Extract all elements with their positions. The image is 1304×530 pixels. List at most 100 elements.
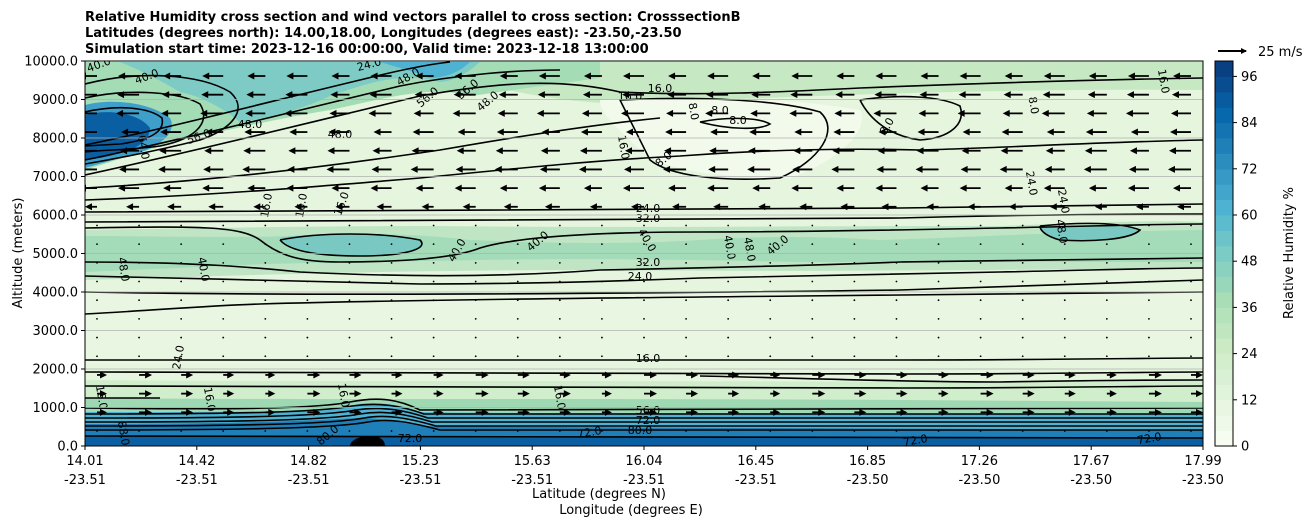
wind-vector-head	[604, 408, 612, 416]
wind-vector-head	[666, 109, 674, 117]
y-tick-label: 0.0	[57, 440, 78, 455]
wind-vector-dot	[643, 299, 645, 302]
wind-vector-dot	[264, 261, 267, 264]
wind-vector-dot	[1148, 336, 1150, 339]
wind-vector-head	[622, 91, 629, 99]
wind-vector-dot	[96, 336, 98, 339]
wind-vector-head	[748, 147, 756, 155]
wind-vector-dot	[811, 261, 814, 264]
wind-vector-head	[794, 128, 802, 136]
wind-vector-dot	[558, 299, 561, 302]
wind-vector-dot	[306, 430, 309, 432]
wind-vector-dot	[601, 243, 603, 246]
wind-vector-dot	[895, 355, 898, 358]
colorbar: 0 12 24 36 48 60 72 84 96 Relative Humidity %	[1214, 60, 1297, 455]
wind-vector-head	[732, 390, 740, 398]
wind-vector-dot	[474, 430, 477, 432]
wind-vector-head	[626, 128, 633, 136]
wind-vector-head	[126, 203, 134, 211]
wind-vector-head	[859, 390, 867, 398]
wind-vector-dot	[180, 430, 183, 432]
wind-vector-dot	[558, 336, 561, 339]
x-tick-label-lat: 15.23	[402, 454, 439, 469]
wind-vector-head	[538, 72, 546, 80]
wind-vector-head	[834, 109, 842, 117]
wind-vector-head	[563, 390, 571, 398]
wind-vector-head	[227, 408, 235, 416]
wind-vector-head	[1126, 91, 1134, 99]
wind-vector-head	[941, 408, 949, 416]
wind-vector-head	[672, 203, 680, 211]
wind-vector-dot	[348, 299, 351, 302]
wind-vector-head	[1000, 147, 1008, 155]
wind-vector-dot	[979, 280, 982, 283]
wind-vector-head	[709, 147, 717, 155]
wind-vector-dot	[685, 355, 687, 358]
wind-vector-head	[1196, 390, 1203, 398]
contour-line	[85, 419, 1203, 431]
contour-label: 80.0	[628, 424, 653, 437]
wind-vector-dot	[1021, 299, 1024, 302]
contour-line	[85, 403, 1203, 415]
grid-lines	[85, 99, 1203, 408]
colorbar-step	[1215, 384, 1233, 401]
wind-vector-dot	[769, 280, 772, 283]
x-tick-label-lat: 15.63	[514, 454, 551, 469]
wind-vector-head	[1003, 91, 1011, 99]
wind-vector-head	[1125, 109, 1133, 117]
wind-vector-head	[186, 371, 194, 379]
wind-vector-head	[328, 128, 336, 136]
wind-vector-dot	[306, 261, 309, 264]
wind-vector-dot	[222, 280, 225, 283]
wind-vector-head	[158, 165, 166, 173]
wind-vector-head	[247, 184, 255, 192]
wind-vector-head	[773, 371, 781, 379]
wind-vector-head	[75, 147, 82, 154]
wind-vector-dot	[853, 261, 856, 264]
y-tick-label: 8000.0	[33, 132, 79, 147]
wind-vector-head	[121, 128, 129, 136]
wind-vector-head	[1041, 109, 1049, 117]
wind-vector-dot	[937, 243, 940, 246]
wind-vector-head	[1027, 390, 1035, 398]
contour-label: 16.0	[258, 192, 275, 218]
wind-vector-head	[354, 390, 362, 398]
wind-vector-head	[1001, 128, 1009, 136]
wind-vector-head	[499, 184, 507, 192]
colorbar-tick-label: 0	[1241, 440, 1249, 455]
wind-vector-dot	[685, 280, 687, 283]
wind-vector-head	[799, 203, 807, 211]
wind-vector-head	[161, 109, 169, 117]
wind-vector-head	[917, 128, 925, 136]
wind-vector-head	[750, 109, 758, 117]
contour-line	[85, 411, 1203, 423]
colorbar-step	[1215, 276, 1233, 293]
contour-line	[85, 291, 1203, 315]
wind-vector-head	[499, 72, 507, 80]
colorbar-step	[1215, 107, 1233, 124]
x-tick-label-lat: 14.42	[178, 454, 215, 469]
y-tick-label: 9000.0	[33, 93, 79, 108]
wind-vector-head	[859, 408, 867, 416]
wind-vector-dot	[937, 317, 940, 320]
wind-vector-head	[900, 371, 908, 379]
wind-vector-head	[1109, 390, 1117, 398]
wind-vector-head	[227, 371, 235, 379]
wind-vector-head	[436, 390, 444, 398]
wind-vector-dot	[895, 243, 898, 246]
title-line-1: Relative Humidity cross section and wind…	[85, 10, 741, 25]
wind-vector-dot	[1063, 280, 1066, 283]
wind-vector-head	[116, 109, 124, 117]
contour-label: 40.0	[721, 234, 738, 260]
wind-vector-dot	[306, 243, 309, 246]
wind-vector-head	[579, 147, 587, 155]
wind-vector-head	[926, 203, 934, 211]
wind-vector-head	[581, 109, 589, 117]
colorbar-step	[1215, 61, 1233, 77]
wind-vector-head	[331, 184, 339, 192]
wind-vector-dot	[937, 355, 940, 358]
x-tick-label-lat: 17.67	[1073, 454, 1110, 469]
x-tick-label-lon: -23.51	[735, 473, 777, 488]
contour-label: 32.0	[636, 256, 661, 269]
wind-vector-head	[919, 91, 927, 99]
